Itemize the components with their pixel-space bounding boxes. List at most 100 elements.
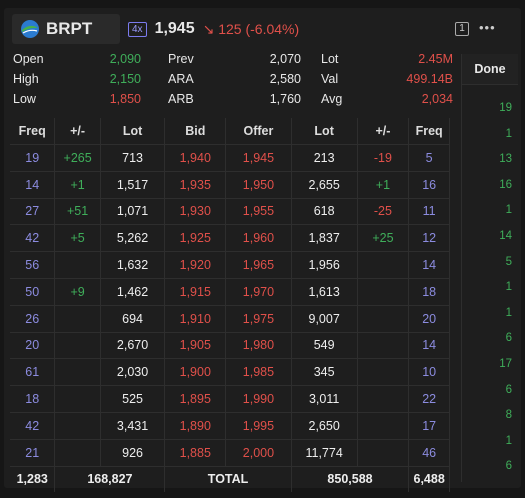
cell: 3,011 [291, 385, 358, 413]
stat-label: Prev [168, 52, 194, 66]
cell: 549 [291, 332, 358, 360]
cell [357, 358, 410, 387]
stat-row: High 2,150 ARA 2,580 Val 499.14B [13, 72, 453, 92]
order-row: 42 +5 5,262 1,925 1,960 1,837 +25 12 [10, 224, 450, 253]
notifications[interactable]: 1 [455, 22, 469, 36]
logo [21, 20, 39, 38]
cell: 19 [10, 144, 56, 172]
cell: 1,995 [225, 412, 292, 440]
cell: 213 [291, 144, 358, 172]
done-value: 1 [505, 434, 512, 447]
cell: 27 [10, 198, 56, 226]
cell [357, 439, 410, 467]
cell: 713 [100, 144, 166, 172]
cell: -25 [357, 198, 410, 226]
ticker-box[interactable]: BRPT [12, 14, 120, 44]
order-row: 27 +51 1,071 1,930 1,955 618 -25 11 [10, 198, 450, 226]
stat-value: 2.45M [418, 52, 453, 66]
cell: 1,890 [164, 412, 227, 440]
order-book: Freq +/- Lot Bid Offer Lot +/- Freq 19 +265 713 1,9… [10, 118, 450, 493]
cell: 1,940 [164, 144, 227, 172]
done-value: 8 [505, 409, 512, 422]
total-offer-freq: 6,488 [408, 466, 450, 493]
cell [54, 251, 101, 279]
cell: 1,980 [225, 332, 292, 360]
cell: 1,965 [225, 251, 292, 279]
done-value: 6 [505, 383, 512, 396]
cell [54, 305, 101, 333]
stat-value: 2,580 [269, 72, 301, 86]
stat-value: 499.14B [406, 72, 453, 86]
cell: 525 [100, 385, 166, 413]
cell [357, 251, 410, 279]
order-row: 42 3,431 1,890 1,995 2,650 17 [10, 412, 450, 440]
cell: +25 [357, 224, 410, 253]
column-header: +/- [357, 118, 410, 145]
cell: 1,905 [164, 332, 227, 360]
cell: 42 [10, 224, 56, 253]
done-value: 1 [505, 204, 512, 217]
cell: 694 [100, 305, 166, 333]
done-value: 17 [499, 358, 512, 370]
cell: -19 [357, 144, 410, 172]
leverage: 4x [132, 23, 143, 35]
done-value: 1 [505, 306, 512, 319]
cell: 1,915 [164, 278, 227, 306]
stat-label: Avg [321, 92, 343, 106]
order-row: 18 525 1,895 1,990 3,011 22 [10, 385, 450, 413]
cell [357, 412, 410, 440]
column-header: Freq [408, 118, 450, 145]
stat-label: High [13, 72, 39, 86]
done-title: Done [462, 54, 518, 85]
order-row: 20 2,670 1,905 1,980 549 14 [10, 332, 450, 360]
change-value: 125 (-6.04%) [218, 20, 300, 37]
cell: 1,970 [225, 278, 292, 306]
cell: 1,071 [100, 198, 166, 226]
total-bid-freq: 1,283 [10, 466, 56, 493]
done-value: 6 [505, 332, 512, 345]
done-panel: Done 19 1 13 16 1 14 5 1 1 6 17 6 8 1 6 [461, 54, 518, 482]
cell: 21 [10, 439, 56, 467]
stat-item: Prev 2,070 [168, 52, 301, 66]
done-value: 6 [505, 460, 512, 473]
stat-item: ARA 2,580 [168, 72, 301, 86]
cell [54, 332, 101, 360]
cell: 1,613 [291, 278, 358, 306]
cell [357, 385, 410, 413]
cell: 1,935 [164, 171, 227, 199]
done-value: 5 [505, 255, 512, 268]
cell: +265 [54, 144, 101, 172]
cell: 1,632 [100, 251, 166, 279]
cell: +9 [54, 278, 101, 306]
done-value: 19 [499, 102, 512, 114]
cell: 11 [408, 198, 450, 226]
stat-item: Avg 2,034 [321, 92, 453, 106]
order-row: 56 1,632 1,920 1,965 1,956 14 [10, 251, 450, 279]
header-row: Freq +/- Lot Bid Offer Lot +/- Freq [10, 118, 450, 145]
column-header: Freq [10, 118, 56, 145]
cell: 14 [10, 171, 56, 199]
cell: 61 [10, 358, 56, 387]
stat-item: ARB 1,760 [168, 92, 301, 106]
column-header: Lot [291, 118, 358, 145]
cell: 18 [408, 278, 450, 306]
cell: 2,670 [100, 332, 166, 360]
cell: 14 [408, 251, 450, 279]
cell [357, 332, 410, 360]
stat-value: 2,034 [421, 92, 453, 106]
cell: 1,900 [164, 358, 227, 387]
cell: 2,000 [225, 439, 292, 467]
cell: 1,910 [164, 305, 227, 333]
cell: 20 [408, 305, 450, 333]
stat-row: Low 1,850 ARB 1,760 Avg 2,034 [13, 92, 453, 112]
cell [357, 278, 410, 306]
leverage-badge: 4x [128, 21, 147, 37]
cell: 1,930 [164, 198, 227, 226]
ticker: BRPT [46, 19, 93, 38]
column-header: Lot [100, 118, 166, 145]
menu[interactable]: ••• [479, 20, 496, 35]
header: BRPT 4x 1,945 ↘ 125 (-6.04%) [12, 14, 299, 44]
order-book-panel: BRPT 4x 1,945 ↘ 125 (-6.04%) 1 ••• Open 2… [4, 8, 521, 493]
cell: 17 [408, 412, 450, 440]
